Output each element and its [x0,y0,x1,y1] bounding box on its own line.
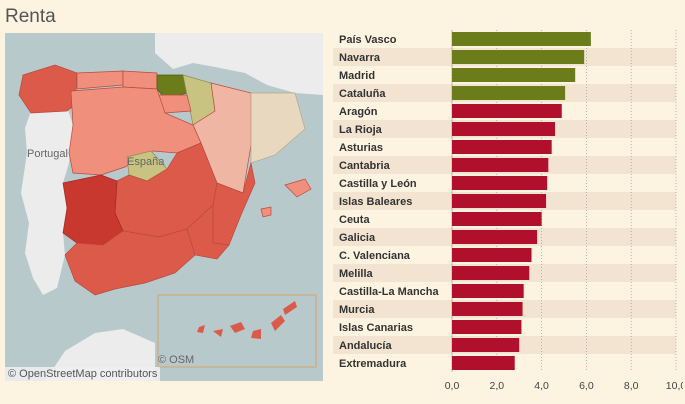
bar[interactable] [452,212,542,226]
map-region-cataluna[interactable] [250,92,306,164]
bar[interactable] [452,86,566,100]
category-label: Ceuta [339,214,370,226]
map-attribution[interactable]: © OpenStreetMap contributors [5,367,161,381]
osm-mark: © OSM [158,354,194,366]
bar[interactable] [452,158,549,172]
bar[interactable] [452,50,585,64]
map-region-extremadura[interactable] [62,174,124,246]
bar[interactable] [452,302,523,316]
bar[interactable] [452,68,576,82]
category-label: Madrid [339,70,375,82]
bar[interactable] [452,194,547,208]
map-canvas[interactable]: Portugal España © OSM [5,33,323,381]
map-region-islas-baleares[interactable] [260,178,312,218]
bar[interactable] [452,284,524,298]
bar[interactable] [452,176,548,190]
category-label: Andalucía [339,340,392,352]
category-label: Aragón [339,106,378,118]
category-label: Navarra [339,52,381,64]
bar[interactable] [452,32,591,46]
category-label: Islas Canarias [339,322,413,334]
map-land-france [155,33,323,95]
category-label: Cataluña [339,88,386,100]
map-label-portugal: Portugal [27,148,68,160]
income-bar-chart: País Vasco Navarra Madrid Cataluña Aragón La … [333,30,683,404]
bar[interactable] [452,230,538,244]
map-land-portugal [21,107,73,295]
category-label: La Rioja [339,124,383,136]
map-label-espana: España [127,156,165,168]
x-tick-label: 4,0 [534,380,549,392]
category-label: Cantabria [339,160,391,172]
x-tick-label: 10,0 [666,380,683,392]
category-label: Asturias [339,142,383,154]
bar[interactable] [452,266,530,280]
map-region-andalucia[interactable] [64,228,196,296]
x-tick-label: 6,0 [579,380,594,392]
bar[interactable] [452,338,520,352]
page-title: Renta [5,6,56,27]
category-label: Melilla [339,268,374,280]
bar[interactable] [452,248,532,262]
category-label: Galicia [339,232,376,244]
map-region-islas-canarias[interactable] [197,301,297,339]
category-label: Castilla y León [339,178,417,190]
category-label: Murcia [339,304,375,316]
bar[interactable] [452,104,562,118]
category-label: C. Valenciana [339,250,411,262]
map-region-cantabria[interactable] [122,70,158,90]
category-label: Islas Baleares [339,196,412,208]
x-tick-label: 2,0 [489,380,504,392]
bar[interactable] [452,356,515,370]
bar[interactable] [452,140,552,154]
bar[interactable] [452,122,556,136]
category-label: País Vasco [339,34,397,46]
category-label: Castilla-La Mancha [339,286,440,298]
region-map[interactable]: Portugal España © OSM © OpenStreetMap co… [5,33,323,381]
map-region-galicia[interactable] [18,64,78,114]
map-region-castilla-y-leon[interactable] [68,86,202,176]
x-tick-label: 8,0 [624,380,639,392]
bar-chart-svg: País Vasco Navarra Madrid Cataluña Aragón La … [333,30,683,392]
category-label: Extremadura [339,358,407,370]
x-tick-label: 0,0 [445,380,460,392]
bar[interactable] [452,320,522,334]
